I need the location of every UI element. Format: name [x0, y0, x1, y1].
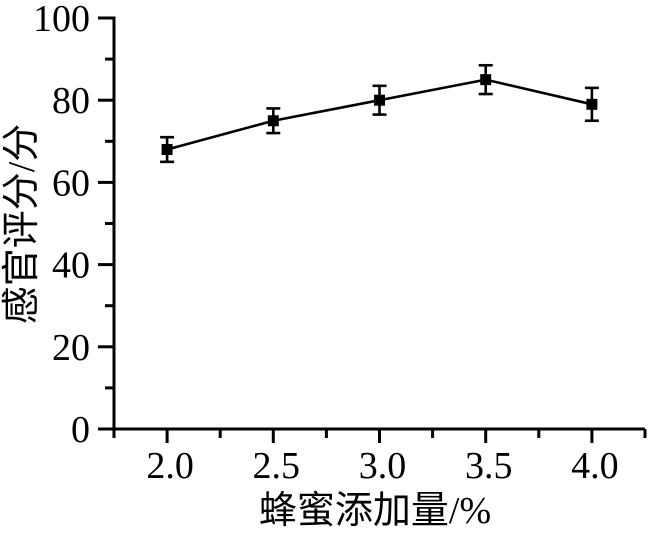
y-axis-title: 感官评分/分 — [1, 123, 43, 325]
y-tick-label: 0 — [71, 409, 90, 451]
data-point-marker — [267, 115, 279, 127]
y-tick-label: 60 — [52, 162, 90, 204]
x-axis-title: 蜂蜜添加量/% — [258, 490, 492, 532]
data-point-marker — [161, 144, 173, 156]
y-tick-label: 20 — [52, 327, 90, 369]
x-tick-label: 4.0 — [571, 445, 619, 487]
y-tick-label: 40 — [52, 245, 90, 287]
x-tick-label: 2.5 — [253, 445, 301, 487]
data-point-marker — [374, 94, 385, 106]
data-point-marker — [480, 74, 492, 86]
y-tick-label: 80 — [52, 80, 90, 122]
x-tick-label: 3.5 — [465, 445, 513, 487]
x-tick-label: 2.0 — [146, 445, 194, 487]
y-tick-label: 100 — [33, 0, 90, 40]
x-tick-label: 3.0 — [359, 445, 407, 487]
data-point-marker — [586, 98, 598, 110]
